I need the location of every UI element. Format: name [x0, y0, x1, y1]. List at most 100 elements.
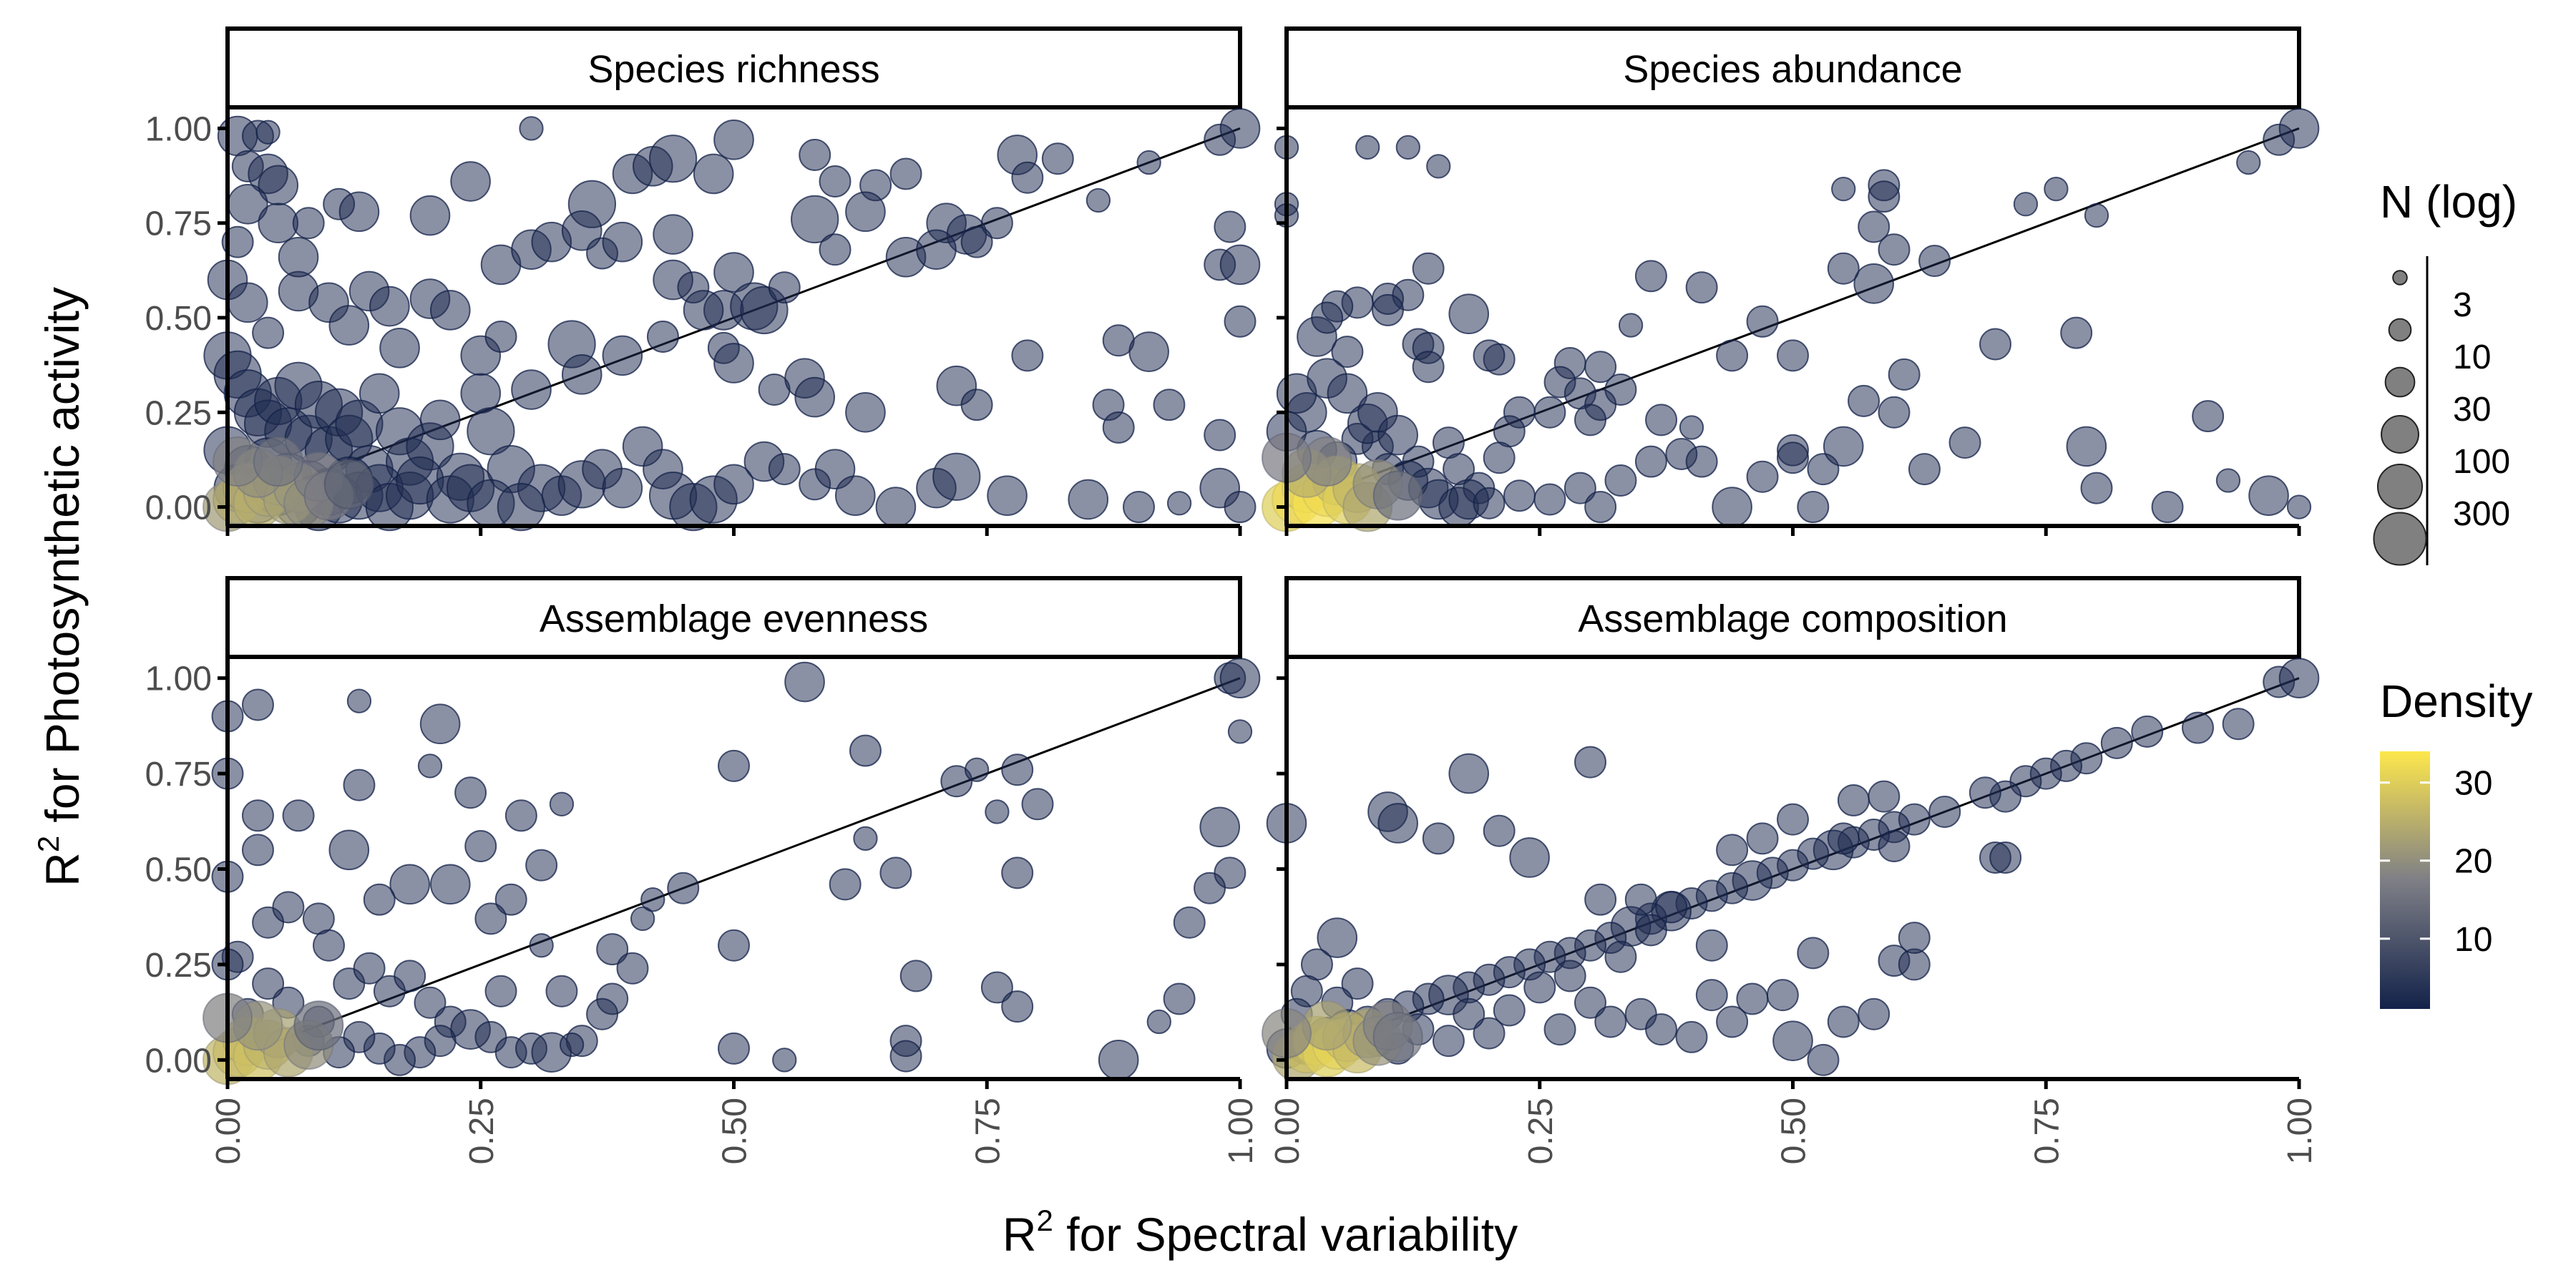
- size-legend-label: 300: [2453, 495, 2510, 533]
- data-point: [1355, 135, 1380, 160]
- data-point: [2100, 726, 2133, 759]
- data-point: [1878, 233, 1911, 266]
- size-legend-key: [2384, 366, 2416, 398]
- data-point: [879, 857, 912, 889]
- data-point: [772, 1048, 797, 1073]
- data-point: [1128, 331, 1169, 372]
- size-legend-label: 100: [2453, 443, 2510, 481]
- data-point: [1041, 142, 1074, 175]
- data-point: [252, 967, 285, 1000]
- panel-3: Assemblage evenness 0.00 0.25 0.50 0.75 1.00 0…: [145, 576, 1261, 1164]
- data-point: [450, 161, 491, 202]
- data-point: [1523, 971, 1556, 1004]
- size-legend-key: [2373, 512, 2427, 566]
- density-legend: Density 30 20 10: [2380, 675, 2532, 1009]
- data-point: [1948, 426, 1981, 459]
- panel-1: Species richness 0.00 0.25 0.50 0.75 1.00: [145, 26, 1261, 536]
- data-point: [1624, 883, 1657, 916]
- data-point: [1563, 472, 1596, 504]
- data-point: [1011, 161, 1044, 194]
- data-point: [525, 849, 558, 882]
- data-point: [1341, 967, 1374, 1000]
- data-point: [768, 453, 801, 486]
- data-point: [799, 139, 831, 171]
- data-point: [1604, 940, 1637, 973]
- data-point: [1908, 453, 1941, 486]
- data-point: [511, 369, 552, 410]
- data-point: [889, 1040, 922, 1073]
- data-point: [1163, 982, 1196, 1015]
- size-legend-label: 30: [2453, 391, 2491, 429]
- data-point: [419, 399, 461, 441]
- data-point: [889, 157, 922, 190]
- size-legend-label: 10: [2453, 338, 2491, 376]
- size-legend-key: [2376, 463, 2424, 510]
- data-point: [1146, 1009, 1171, 1035]
- data-point: [282, 799, 315, 832]
- data-point: [2248, 475, 2289, 516]
- data-point: [545, 975, 578, 1008]
- density-legend-label: 30: [2454, 765, 2492, 803]
- y-tick-label: 1.00: [145, 660, 212, 698]
- data-point: [504, 799, 537, 832]
- data-point: [363, 883, 396, 916]
- data-point: [1166, 491, 1192, 516]
- data-point: [1153, 389, 1186, 421]
- data-point: [1584, 883, 1617, 916]
- data-point: [369, 286, 410, 327]
- data-point: [980, 971, 1013, 1004]
- data-point: [845, 391, 886, 433]
- data-point: [494, 883, 527, 916]
- data-point: [1679, 415, 1704, 440]
- size-legend: N (log) 3 10 30 100 300: [2373, 176, 2517, 566]
- y-tick-label: 0.00: [145, 1042, 212, 1080]
- data-point: [1797, 937, 1830, 970]
- data-point: [1823, 426, 1864, 467]
- x-tick-label: 0.75: [2028, 1098, 2066, 1164]
- data-point: [1574, 746, 1606, 779]
- data-point: [718, 1032, 750, 1065]
- data-point: [916, 229, 957, 270]
- size-legend-key: [2392, 270, 2408, 286]
- facet-panels: Species richness0.000.250.500.751.00Spec…: [145, 26, 2320, 1164]
- data-point: [640, 887, 665, 912]
- data-point: [1746, 460, 1779, 493]
- data-point: [1918, 245, 1951, 278]
- data-point: [1827, 822, 1860, 855]
- y-tick-label: 0.25: [145, 947, 212, 985]
- data-point: [602, 467, 643, 509]
- y-tick-label: 0.50: [145, 300, 212, 338]
- facet-strip: [225, 576, 1242, 659]
- data-point: [1331, 336, 1364, 369]
- data-point: [849, 734, 882, 767]
- data-point: [718, 929, 750, 962]
- data-point: [529, 933, 554, 958]
- data-point: [1695, 979, 1728, 1012]
- data-point: [713, 252, 754, 293]
- data-point: [1716, 1005, 1749, 1038]
- data-point: [1979, 328, 2011, 361]
- data-point: [1204, 419, 1236, 452]
- y-axis-title-superscript: 2: [31, 836, 65, 852]
- data-point: [1001, 990, 1034, 1023]
- data-point: [1224, 305, 1257, 338]
- data-point: [667, 872, 700, 904]
- data-point: [2066, 426, 2107, 467]
- data-point: [1574, 986, 1606, 1019]
- data-point: [460, 373, 502, 414]
- data-point: [2060, 316, 2093, 349]
- data-point: [875, 487, 917, 527]
- data-point: [549, 791, 575, 816]
- density-colorbar: [2380, 751, 2430, 1009]
- data-point: [2215, 468, 2241, 493]
- data-point: [241, 799, 274, 832]
- data-point: [272, 891, 305, 924]
- data-point: [2278, 108, 2320, 149]
- panel-4: Assemblage composition 0.00 0.25 0.50 0.75 1.…: [1262, 576, 2320, 1164]
- data-point: [1604, 464, 1637, 497]
- data-point: [2236, 150, 2261, 175]
- data-point: [2044, 176, 2069, 202]
- data-point: [241, 834, 274, 867]
- size-legend-label: 3: [2453, 286, 2472, 324]
- data-point: [1797, 491, 1830, 524]
